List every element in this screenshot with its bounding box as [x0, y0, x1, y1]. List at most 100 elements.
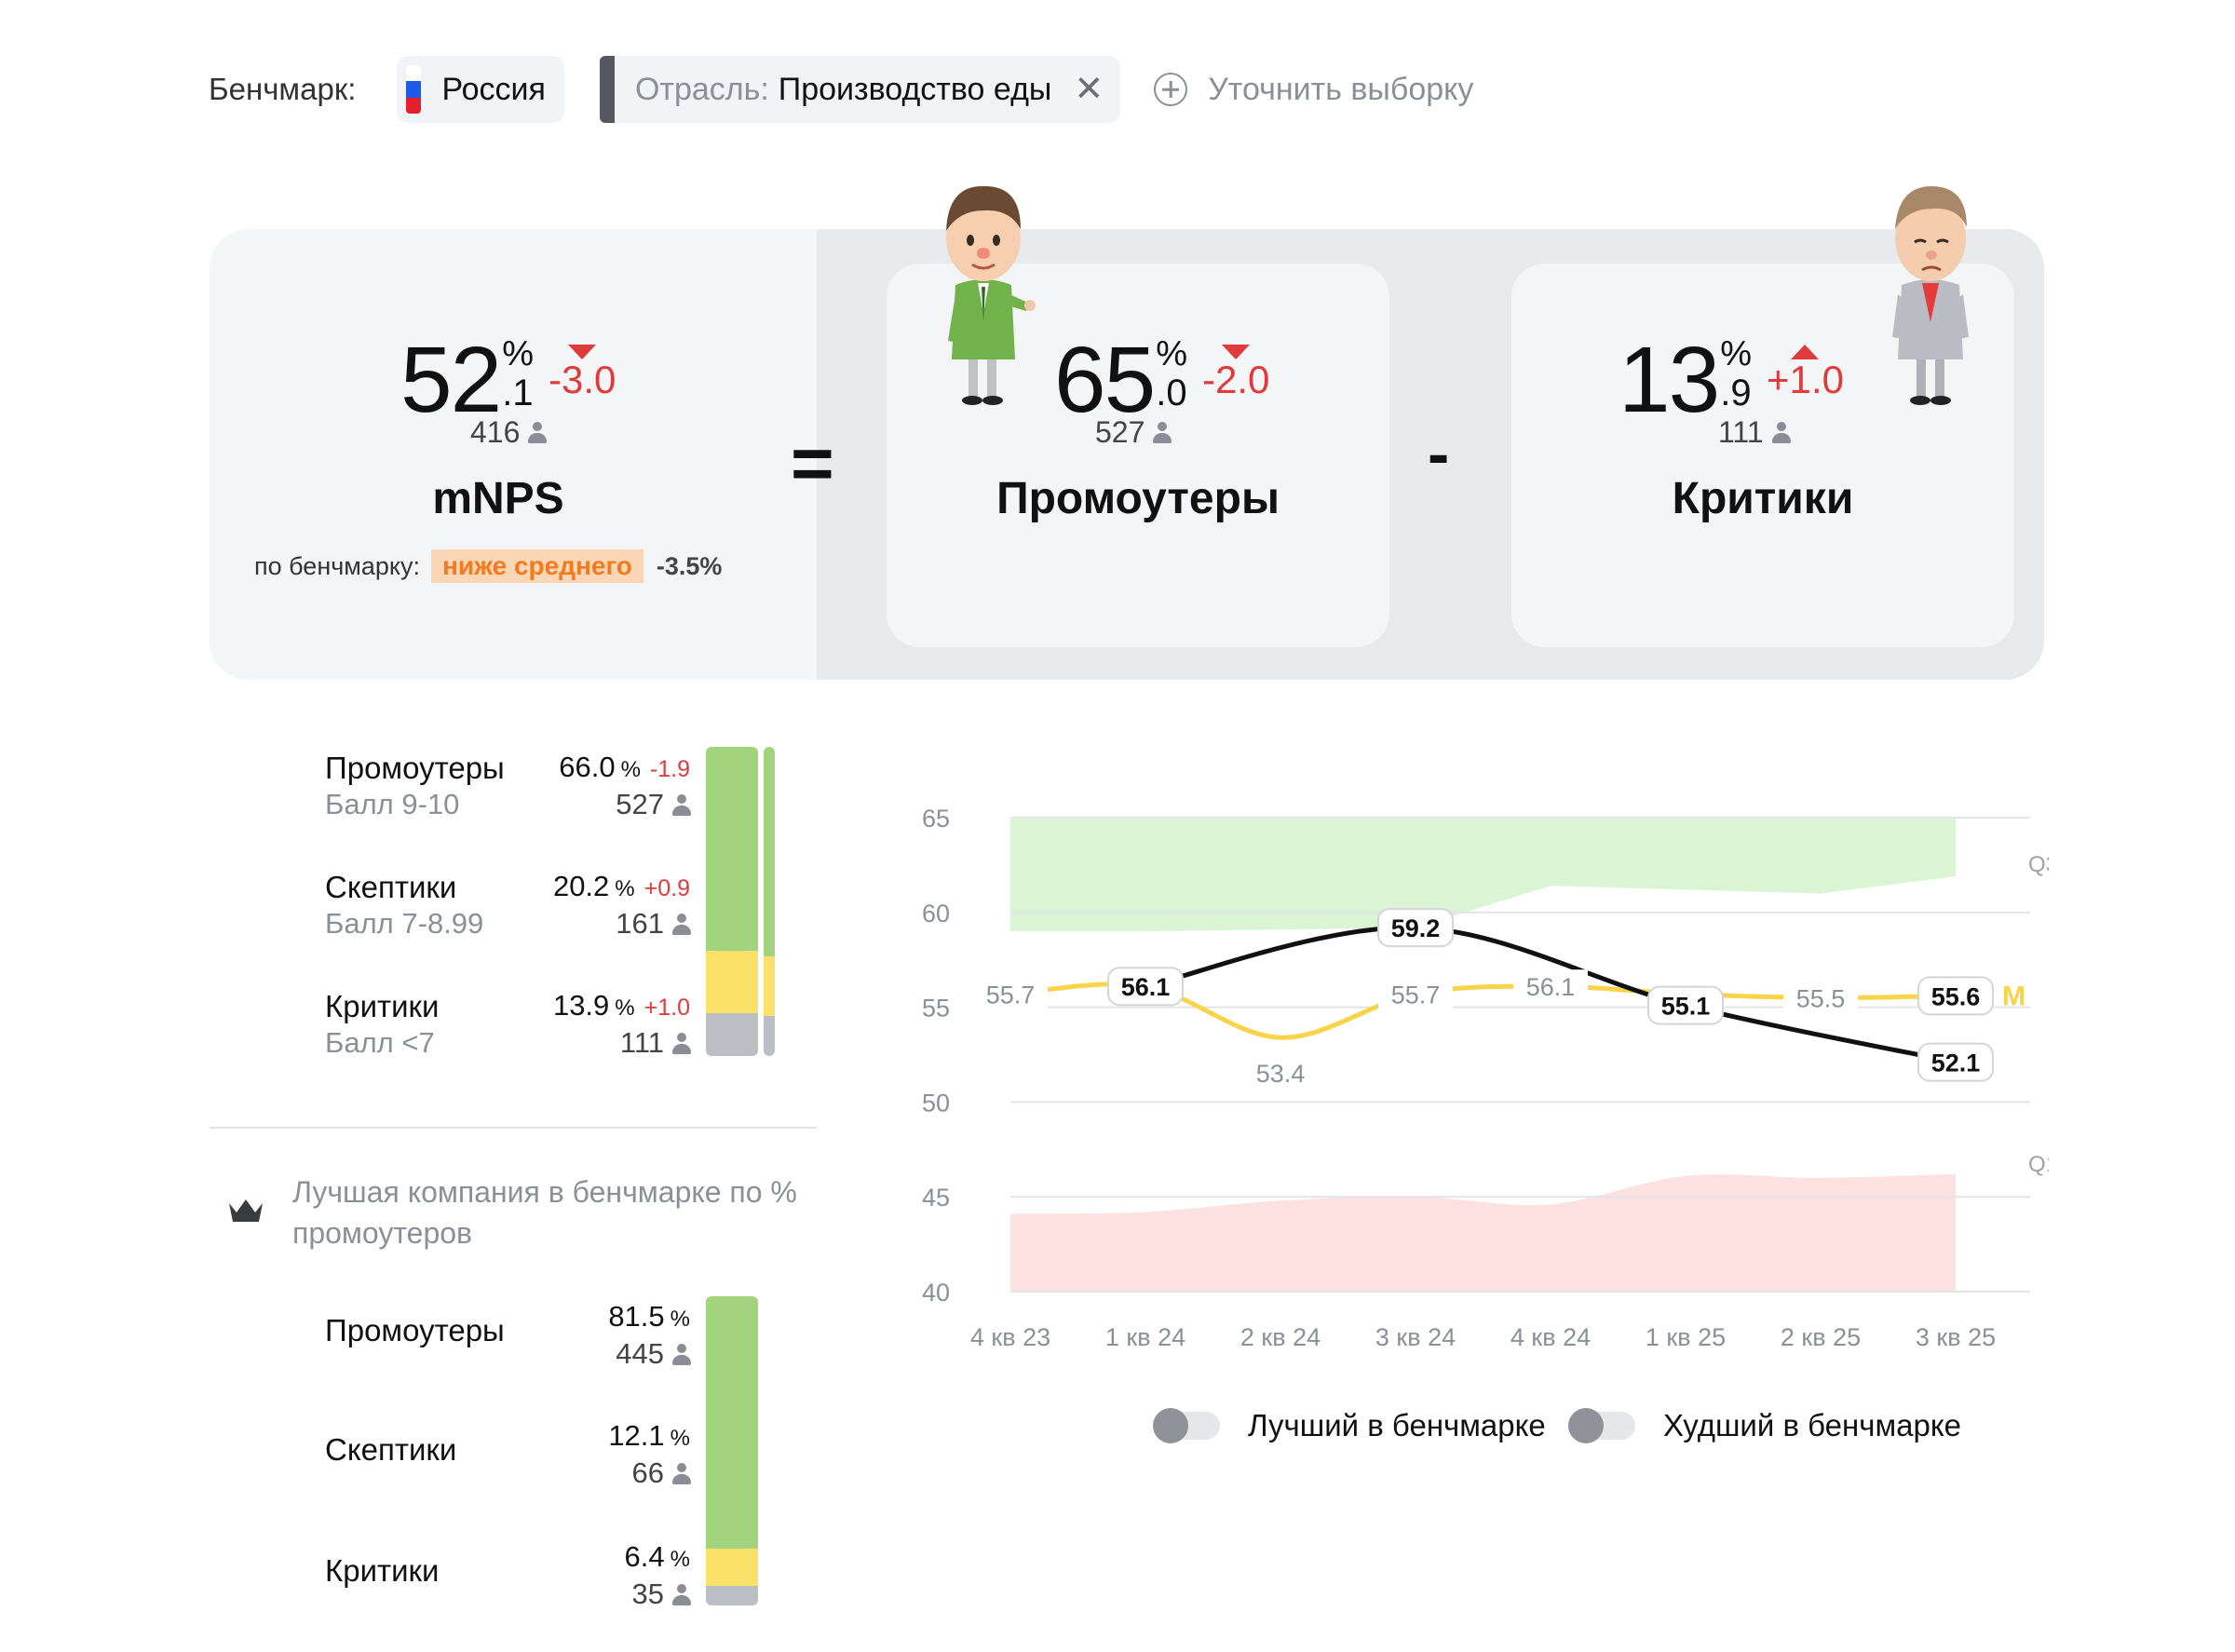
- happy-promoter-character-icon: [946, 185, 1036, 405]
- list-item: Скептики 12.1% 66: [325, 1419, 691, 1489]
- list-item: Критики 6.4% 35: [325, 1540, 691, 1610]
- data-label-box: [1647, 985, 1724, 1025]
- y-tick-label: 55: [922, 995, 950, 1022]
- x-tick-label: 4 кв 23: [970, 1323, 1050, 1351]
- industry-chip[interactable]: Отрасль: Производство еды ✕: [599, 56, 1121, 123]
- promoters-respondents: 527: [1095, 415, 1172, 450]
- industry-chip-marker: [599, 56, 615, 123]
- y-tick-label: 45: [922, 1184, 950, 1212]
- mnps-panel: 52 % .1 -3.0 416 mNPS по бенчмарку: ниже…: [210, 229, 817, 680]
- benchmark-filter-bar: Бенчмарк: Россия Отрасль: Производство е…: [209, 56, 1473, 123]
- critics-segment: [764, 1016, 775, 1056]
- person-icon: [527, 421, 548, 444]
- skeptics-segment: [706, 950, 758, 1013]
- close-icon[interactable]: ✕: [1074, 70, 1104, 109]
- industry-chip-value: Производство еды: [778, 71, 1052, 107]
- data-label-company: 59.2: [1391, 914, 1441, 942]
- equals-sign: =: [791, 422, 834, 505]
- person-icon: [671, 914, 691, 935]
- x-tick-label: 2 кв 25: [1781, 1323, 1861, 1351]
- previous-distribution-bar: [764, 747, 775, 1056]
- critics-segment: [706, 1012, 758, 1056]
- promoters-segment: [706, 1296, 758, 1549]
- x-tick-label: 3 кв 25: [1916, 1323, 1996, 1351]
- promoters-title: Промоутеры: [996, 474, 1280, 523]
- band-label: Q1: [2028, 1152, 2049, 1177]
- skeptics-segment: [706, 1548, 758, 1586]
- band-label: Q3: [2028, 852, 2049, 877]
- sad-critic-character-icon: [1892, 186, 1969, 405]
- section-divider: [210, 1127, 817, 1129]
- data-label-box: [1917, 1042, 1994, 1082]
- benchmark-status-badge: ниже среднего: [431, 549, 643, 583]
- list-item: Критики Балл <7 13.9% +1.0 111: [325, 989, 691, 1059]
- best-in-benchmark-toggle[interactable]: Лучший в бенчмарке: [1153, 1408, 1546, 1443]
- country-chip[interactable]: Россия: [397, 56, 564, 123]
- toggle-switch[interactable]: [1568, 1408, 1635, 1443]
- y-tick-label: 60: [922, 900, 950, 928]
- toggle-label: Лучший в бенчмарке: [1248, 1408, 1546, 1442]
- data-label-bg: [1783, 981, 1858, 1015]
- mnps-delta: -3.0: [549, 345, 616, 400]
- data-label-box: [1377, 908, 1454, 948]
- country-chip-label: Россия: [441, 71, 546, 107]
- data-label-bg: [1513, 969, 1588, 1004]
- benchmark-label: Бенчмарк:: [209, 72, 357, 106]
- best-company-distribution-bar: [706, 1296, 758, 1605]
- critics-value: 13 % .9 +1.0: [1619, 328, 1844, 432]
- nps-summary-card: 52 % .1 -3.0 416 mNPS по бенчмарку: ниже…: [210, 229, 2044, 680]
- list-item: Промоутеры 81.5% 445: [325, 1300, 691, 1370]
- series-name-median: M: [2002, 981, 2025, 1011]
- plus-circle-icon: [1154, 73, 1188, 106]
- x-tick-label: 3 кв 24: [1375, 1323, 1456, 1351]
- y-tick-label: 40: [922, 1279, 950, 1307]
- promoters-value: 65 % .0 -2.0: [1054, 328, 1270, 432]
- mnps-trend-chart: 40 45 50 55 60 65 4 кв 23 1 кв 24 2 кв 24 3 кв 24…: [922, 805, 2049, 1351]
- refine-selection-label: Уточнить выборку: [1208, 71, 1474, 107]
- critics-delta: +1.0: [1767, 345, 1844, 400]
- person-icon: [671, 794, 691, 816]
- best-company-title: Лучшая компания в бенчмарке по % промоут…: [292, 1175, 797, 1250]
- promoters-card: 65 % .0 -2.0 527 Промоутеры: [887, 264, 1389, 647]
- person-icon: [671, 1033, 691, 1054]
- triangle-up-icon: [1791, 345, 1820, 359]
- triangle-down-icon: [1222, 345, 1251, 359]
- data-label-company: 56.1: [1121, 973, 1171, 1001]
- critics-respondents: 111: [1718, 415, 1792, 450]
- person-icon: [671, 1584, 691, 1605]
- series-line-company: [1145, 925, 1957, 1065]
- data-label-median: 53.4: [1256, 1060, 1306, 1088]
- y-tick-label: 65: [922, 805, 950, 833]
- list-item: Промоутеры Балл 9-10 66.0% -1.9 527: [325, 751, 691, 820]
- y-tick-label: 50: [922, 1089, 950, 1117]
- toggle-label: Худший в бенчмарке: [1663, 1408, 1962, 1442]
- person-icon: [1152, 421, 1172, 444]
- data-label-box: [1917, 976, 1994, 1016]
- data-label-median: 56.1: [1526, 973, 1576, 1001]
- promoters-delta: -2.0: [1202, 345, 1269, 400]
- russia-flag-icon: [406, 65, 422, 114]
- mnps-respondents: 416: [470, 415, 548, 450]
- data-label-bg: [973, 977, 1048, 1011]
- x-tick-label: 2 кв 24: [1240, 1323, 1321, 1351]
- data-label-bg: [1243, 1056, 1318, 1090]
- promoters-segment: [706, 747, 758, 951]
- data-label-median: 55.7: [1391, 981, 1441, 1009]
- data-label-company: 52.1: [1931, 1049, 1981, 1077]
- benchmark-comparison: по бенчмарку: ниже среднего -3.5%: [254, 549, 722, 583]
- current-distribution-bar: [706, 747, 758, 1056]
- data-label-median: 55.7: [986, 981, 1036, 1009]
- critics-segment: [706, 1585, 758, 1605]
- worst-in-benchmark-toggle[interactable]: Худший в бенчмарке: [1568, 1408, 1962, 1443]
- x-tick-label: 1 кв 24: [1105, 1323, 1185, 1351]
- critics-title: Критики: [1672, 474, 1854, 523]
- data-label-median: 55.5: [1796, 984, 1846, 1012]
- data-label-company: 55.1: [1661, 993, 1711, 1021]
- mnps-value: 52 % .1 -3.0: [400, 328, 616, 432]
- refine-selection-button[interactable]: Уточнить выборку: [1154, 72, 1473, 108]
- toggle-switch[interactable]: [1153, 1408, 1220, 1443]
- industry-chip-prefix: Отрасль:: [634, 71, 769, 107]
- x-tick-label: 1 кв 25: [1646, 1323, 1726, 1351]
- band-q3: [1010, 818, 1956, 932]
- data-label-median: 55.6: [1931, 982, 1981, 1010]
